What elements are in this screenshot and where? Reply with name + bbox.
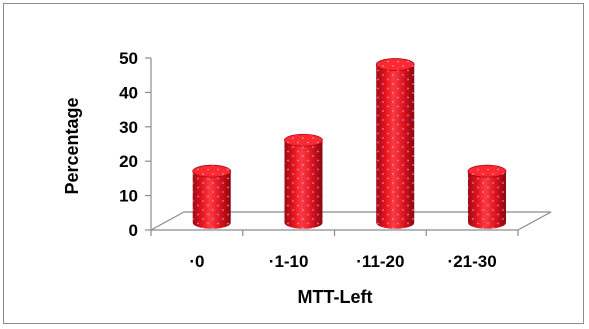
y-tick-label: 30 [119, 118, 138, 137]
bar-1 [284, 133, 323, 229]
y-axis-title: Percentage [62, 97, 82, 194]
x-tick-label: ·1-10 [269, 252, 309, 271]
bar-2 [375, 58, 415, 229]
x-tick-label: ·0 [189, 252, 204, 271]
y-tick-label: 50 [119, 49, 138, 68]
x-axis-ticks [150, 230, 519, 236]
x-axis-tick-labels: ·0 ·1-10 ·11-20 ·21-30 [189, 252, 496, 271]
chart-floor [150, 211, 552, 231]
y-axis-ticks [145, 57, 151, 231]
bar-texture [284, 140, 323, 229]
bar-top-texture [284, 134, 323, 147]
y-tick-label: 20 [119, 152, 138, 171]
y-axis-tick-labels: 0 10 20 30 40 50 [119, 49, 138, 240]
bars [192, 58, 507, 229]
bar-0 [192, 164, 232, 229]
x-axis-title: MTT-Left [298, 287, 373, 307]
x-tick-label: ·21-30 [448, 252, 497, 271]
bar-texture [467, 171, 506, 229]
bar-top-texture [467, 165, 506, 178]
bar-texture [376, 64, 415, 229]
bar-top-texture [376, 58, 415, 71]
y-tick-label: 40 [119, 83, 138, 102]
x-tick-label: ·11-20 [356, 252, 404, 271]
y-tick-label: 10 [119, 187, 138, 206]
bar-3 [467, 164, 507, 229]
bar-top-texture [192, 165, 231, 178]
y-tick-label: 0 [129, 221, 138, 240]
bar-texture [192, 171, 231, 229]
